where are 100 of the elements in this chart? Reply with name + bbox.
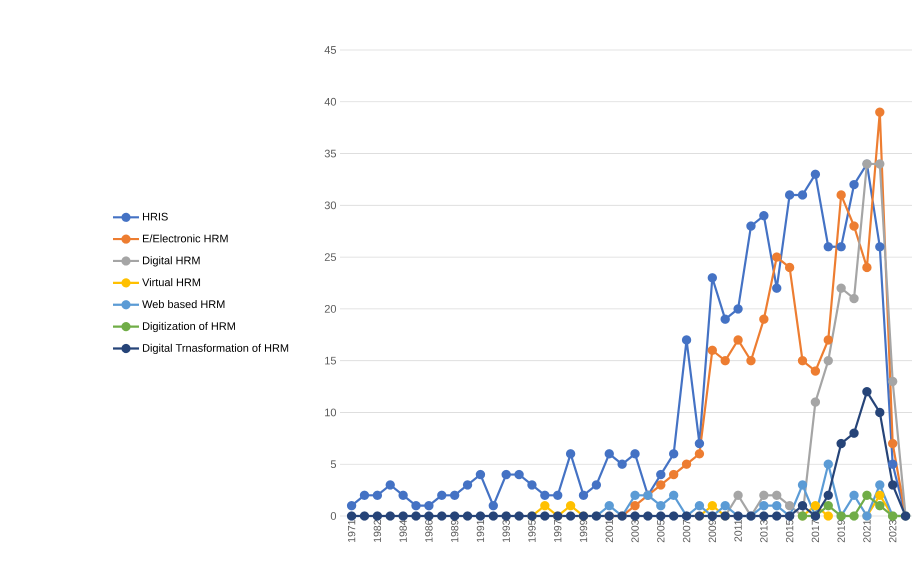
y-tick-label: 45 xyxy=(324,46,336,54)
point xyxy=(708,500,718,510)
point xyxy=(566,500,576,510)
point xyxy=(514,470,524,480)
point xyxy=(360,490,370,500)
point xyxy=(810,500,820,510)
x-tick-label: 2015 xyxy=(786,520,794,542)
x-tick-label: 1986 xyxy=(425,520,433,542)
point xyxy=(566,511,576,521)
point xyxy=(488,500,498,510)
point xyxy=(604,500,614,510)
point xyxy=(772,511,782,521)
point xyxy=(836,242,846,252)
point xyxy=(824,460,833,469)
point xyxy=(733,490,743,500)
point xyxy=(836,283,846,293)
x-tick-label: 1984 xyxy=(399,520,407,542)
point xyxy=(720,314,730,324)
point xyxy=(849,294,859,304)
point xyxy=(849,221,859,231)
point xyxy=(630,490,640,500)
point xyxy=(346,500,356,510)
point xyxy=(784,500,794,510)
point xyxy=(360,511,370,521)
point xyxy=(668,470,678,480)
x-tick-label: 2011 xyxy=(734,520,742,542)
point xyxy=(540,500,550,510)
point xyxy=(566,449,576,459)
point xyxy=(682,335,692,345)
point xyxy=(668,449,678,459)
point xyxy=(849,511,859,521)
x-tick-label: 2005 xyxy=(657,520,664,542)
legend-label: E/Electronic HRM xyxy=(142,234,228,242)
point xyxy=(798,190,808,200)
point xyxy=(772,283,782,293)
x-tick-label: 2009 xyxy=(708,520,716,542)
point xyxy=(708,346,718,355)
point xyxy=(746,356,756,366)
point xyxy=(540,511,550,521)
point xyxy=(694,438,704,448)
y-tick-label: 15 xyxy=(325,356,336,364)
point xyxy=(502,511,511,521)
point xyxy=(411,511,421,521)
point xyxy=(888,376,898,386)
point xyxy=(798,500,808,510)
x-tick-label: 2023 xyxy=(888,520,896,542)
x-tick-label: 2003 xyxy=(631,520,639,542)
point xyxy=(630,511,640,521)
x-tick-label: 2007 xyxy=(682,520,690,542)
point xyxy=(720,356,730,366)
point xyxy=(772,500,782,510)
point xyxy=(372,490,382,500)
y-tick-label: 30 xyxy=(324,201,336,210)
point xyxy=(398,511,408,521)
point xyxy=(824,356,833,366)
point xyxy=(488,511,498,521)
point xyxy=(630,449,640,459)
point xyxy=(875,159,884,169)
point xyxy=(798,356,808,366)
point xyxy=(630,500,640,510)
point xyxy=(862,387,872,396)
point xyxy=(553,490,562,500)
y-tick-label: 20 xyxy=(324,305,336,313)
point xyxy=(656,500,666,510)
point xyxy=(784,190,794,200)
point xyxy=(502,470,511,480)
point xyxy=(849,428,859,438)
point xyxy=(476,511,486,521)
point xyxy=(888,480,898,490)
legend-label: Digital Trnasformation of HRM xyxy=(142,344,288,354)
point xyxy=(720,500,730,510)
x-tick-label: 1991 xyxy=(476,520,484,542)
y-tick-label: 25 xyxy=(324,253,336,261)
x-tick-label: 2013 xyxy=(760,520,768,542)
point xyxy=(824,490,833,500)
x-tick-label: 2001 xyxy=(606,520,613,542)
y-tick-label: 5 xyxy=(330,460,336,468)
point xyxy=(708,273,718,282)
point xyxy=(643,511,653,521)
point xyxy=(694,500,704,510)
point xyxy=(462,511,472,521)
point xyxy=(527,480,537,490)
point xyxy=(668,490,678,500)
point xyxy=(372,511,382,521)
x-tick-label: 1989 xyxy=(450,520,458,542)
point xyxy=(759,211,769,220)
point xyxy=(849,490,859,500)
point xyxy=(514,511,524,521)
point xyxy=(772,252,782,262)
point xyxy=(784,262,794,272)
point xyxy=(810,170,820,179)
y-tick-label: 0 xyxy=(330,512,336,520)
point xyxy=(888,460,898,469)
point xyxy=(386,480,395,490)
point xyxy=(875,408,884,418)
point xyxy=(759,314,769,324)
point xyxy=(437,511,446,521)
point xyxy=(694,449,704,459)
y-tick-label: 35 xyxy=(324,150,336,158)
point xyxy=(424,511,434,521)
